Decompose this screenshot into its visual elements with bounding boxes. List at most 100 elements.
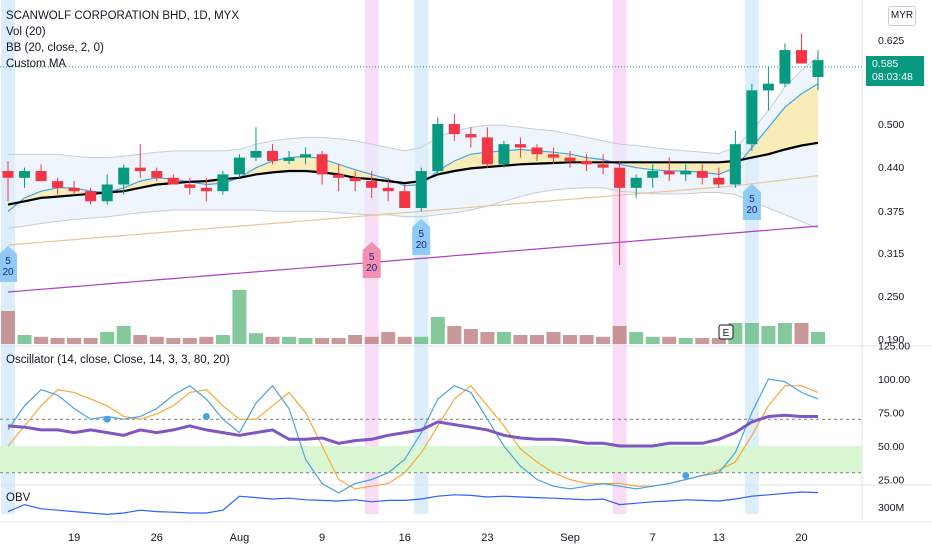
oscillator-smooth-line [7,413,818,448]
volume-bar [149,336,164,344]
volume-bar [695,338,710,344]
volume-bar [414,336,429,344]
candle-body [713,177,725,185]
candle-body [762,83,774,91]
candle-body [548,154,560,158]
symbol-title[interactable]: SCANWOLF CORPORATION BHD, 1D, MYX [6,10,240,22]
time-tick-label: 13 [713,532,725,544]
oscillator-signal-dot [103,415,111,423]
volume-bar [678,338,693,344]
signal-highlight-column [744,0,759,514]
price-tick-label: 0.190 [878,334,904,346]
candle-body [283,157,295,161]
volume-bar [1,311,15,344]
candle-body [448,124,460,135]
oscillator-signal-dot [682,471,690,479]
signal-marker [412,219,431,255]
candle-body [266,150,278,161]
candle-body [134,167,146,172]
volume-bar [116,326,131,344]
candle-body [597,164,609,168]
volume-bar [315,338,330,344]
volume-bar [381,332,396,344]
signal-marker-label: 5 [369,252,375,263]
volume-bar [777,323,792,344]
oscillator-tick-label: 125.00 [878,341,910,353]
candle-body [564,157,576,161]
candle-body [746,90,758,145]
candle-body [630,177,642,188]
volume-bar [496,332,511,344]
signal-marker [742,184,761,220]
candle-body [167,177,179,185]
signal-marker-label: 20 [416,240,428,251]
time-tick-label: 23 [481,532,493,544]
volume-bar [282,336,297,344]
candle-body [217,174,229,192]
time-tick-label: 9 [319,532,325,544]
candle-body [19,171,31,178]
candle-body [795,50,807,64]
bollinger-band-fill [8,56,818,229]
time-tick-label: 19 [68,532,80,544]
obv-title[interactable]: OBV [6,492,31,504]
volume-bar [579,335,594,344]
candle-body [581,160,593,165]
volume-bar [794,323,809,344]
candle-body [614,167,626,188]
currency-button[interactable]: MYR [888,6,916,26]
price-tick-label: 0.500 [878,119,904,131]
oscillator-signal-dot [202,413,210,421]
earnings-badge [718,324,734,340]
price-tick-label: 0.250 [878,291,904,303]
volume-bar [513,335,528,344]
signal-marker-label: 20 [366,263,378,274]
time-tick-label: 20 [795,532,807,544]
time-tick-label: 7 [650,532,656,544]
obv-line [7,491,819,516]
signal-marker-label: 20 [2,267,14,278]
volume-bar [430,317,445,344]
candle-body [85,191,97,202]
bollinger-upper-line [8,56,819,159]
volume-bar [248,333,263,344]
chart-legend: SCANWOLF CORPORATION BHD, 1D, MYX Vol (2… [6,8,239,72]
candle-body [35,171,47,182]
candle-body [481,137,493,165]
volume-bar [629,332,644,344]
signal-highlight-column [414,0,429,514]
volume-bar [133,335,148,344]
bollinger-lower-line [7,187,819,229]
volume-bar [17,335,32,344]
candle-body [663,171,675,175]
volume-bar [331,338,346,344]
signal-marker [362,242,381,278]
candle-body [696,171,708,178]
volume-bar [546,332,561,344]
candle-body [2,171,14,178]
oscillator-k-line [7,378,819,494]
candle-body [531,147,543,155]
volume-bar [298,338,313,344]
candle-body [300,154,312,158]
volume-bar [645,336,660,344]
last-price-value: 0.585 [872,58,899,70]
volume-indicator-label[interactable]: Vol (20) [6,26,46,38]
bollinger-indicator-label[interactable]: BB (20, close, 2, 0) [6,42,104,54]
volume-bar [612,326,627,344]
volume-bar [215,335,230,344]
volume-bar [711,338,726,344]
custom-ma-indicator-label[interactable]: Custom MA [6,58,67,70]
candle-body [151,171,163,178]
oscillator-title[interactable]: Oscillator (14, close, Close, 14, 3, 3, … [6,354,230,366]
candle-body [316,154,328,175]
volume-bar [744,323,759,344]
time-tick-label: 26 [151,532,163,544]
time-tick-label: Sep [560,532,580,544]
candle-body [250,150,262,158]
candle-body [514,144,526,148]
volume-bar [563,335,578,344]
price-tick-label: 0.315 [878,248,904,260]
